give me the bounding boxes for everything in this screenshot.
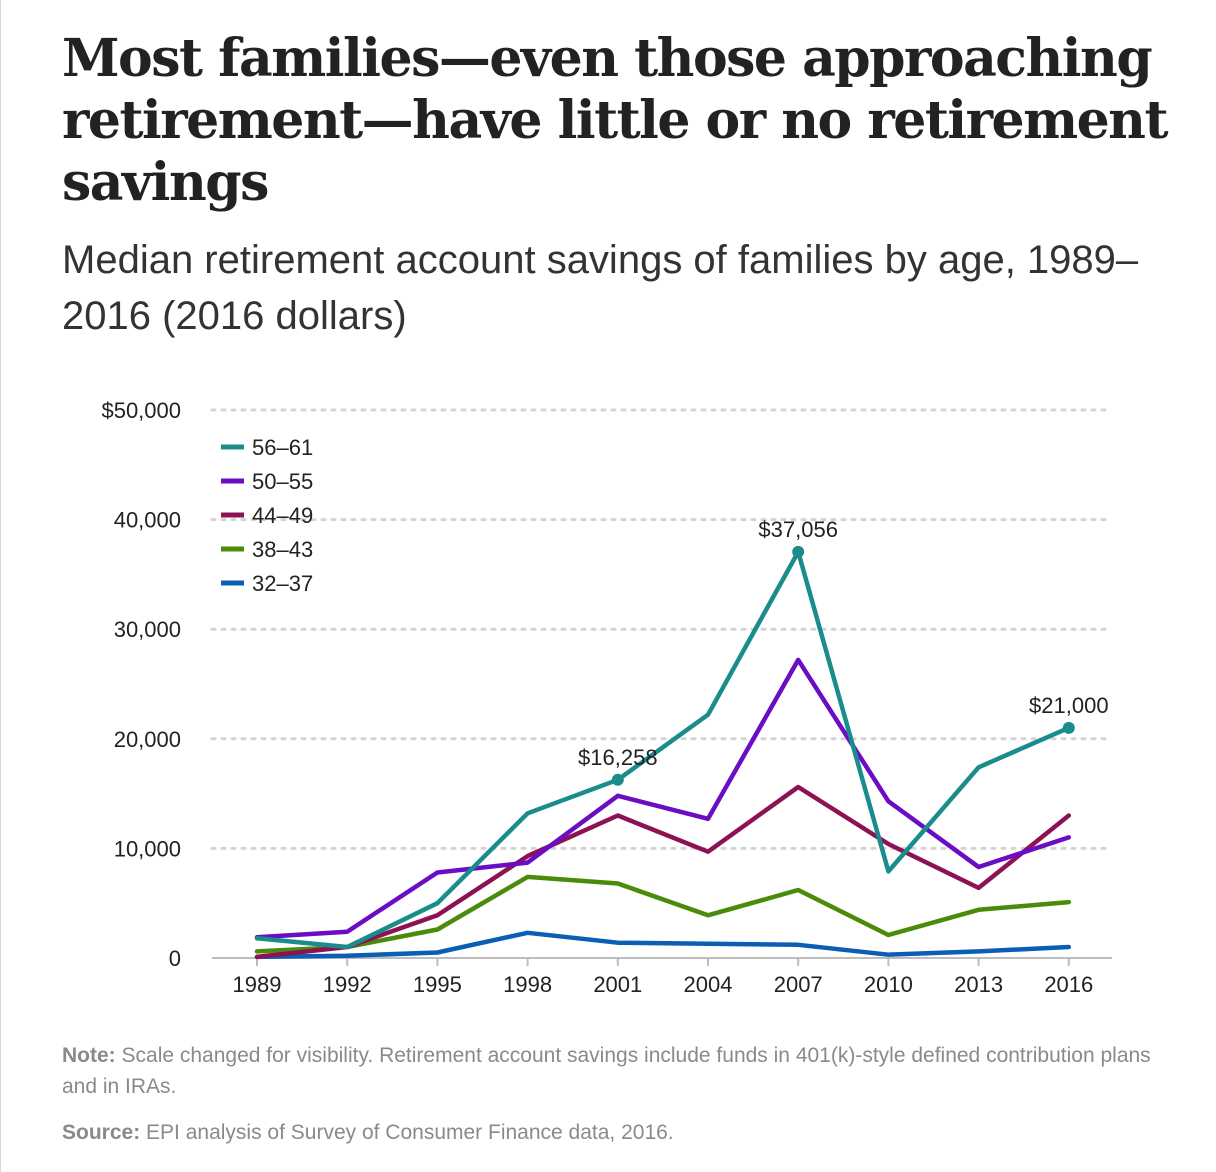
legend-label: 56–61 — [252, 435, 313, 460]
chart-source: Source: EPI analysis of Survey of Consum… — [62, 1117, 1162, 1148]
note-text: Scale changed for visibility. Retirement… — [62, 1044, 1151, 1098]
data-label: $21,000 — [1029, 693, 1109, 718]
legend-label: 44–49 — [252, 503, 313, 528]
x-tick-label: 2010 — [864, 972, 913, 997]
y-tick-label: 30,000 — [114, 617, 181, 642]
data-point-marker — [1062, 721, 1075, 734]
x-tick-label: 2001 — [593, 972, 642, 997]
page-title: Most families—even those approaching ret… — [62, 28, 1169, 213]
series-line-56–61 — [254, 549, 1072, 950]
x-tick-label: 2016 — [1044, 972, 1093, 997]
x-tick-label: 1992 — [323, 972, 372, 997]
y-tick-label: 0 — [169, 946, 181, 971]
line-chart: 0 10,000 20,000 30,000 40,000 $50,000 1989 1992… — [101, 398, 1114, 997]
page-subtitle: Median retirement account savings of fam… — [62, 238, 1139, 338]
source-label: Source: — [62, 1121, 141, 1144]
series-line-32–37 — [254, 930, 1072, 960]
x-tick-label: 1989 — [233, 972, 282, 997]
series-line-50–55 — [254, 657, 1072, 940]
chart-note: Note: Scale changed for visibility. Reti… — [62, 1040, 1162, 1102]
legend-label: 38–43 — [252, 537, 313, 562]
x-tick-label: 2013 — [954, 972, 1003, 997]
y-tick-label: $50,000 — [101, 398, 181, 423]
data-label: $16,258 — [578, 745, 658, 770]
series-line-44–49 — [254, 784, 1072, 960]
x-tick-label: 2007 — [774, 972, 823, 997]
y-tick-label: 40,000 — [114, 508, 181, 533]
x-tick-label: 1995 — [413, 972, 462, 997]
data-point-marker — [611, 773, 624, 786]
x-tick-label: 2004 — [684, 972, 733, 997]
note-label: Note: — [62, 1044, 116, 1067]
legend-label: 50–55 — [252, 469, 313, 494]
series-line-38–43 — [254, 874, 1072, 954]
source-text: EPI analysis of Survey of Consumer Finan… — [146, 1121, 674, 1144]
y-tick-label: 10,000 — [114, 836, 181, 861]
legend-label: 32–37 — [252, 571, 313, 596]
y-tick-label: 20,000 — [114, 727, 181, 752]
data-label: $37,056 — [758, 517, 838, 542]
x-tick-label: 1998 — [503, 972, 552, 997]
data-point-marker — [792, 545, 805, 558]
